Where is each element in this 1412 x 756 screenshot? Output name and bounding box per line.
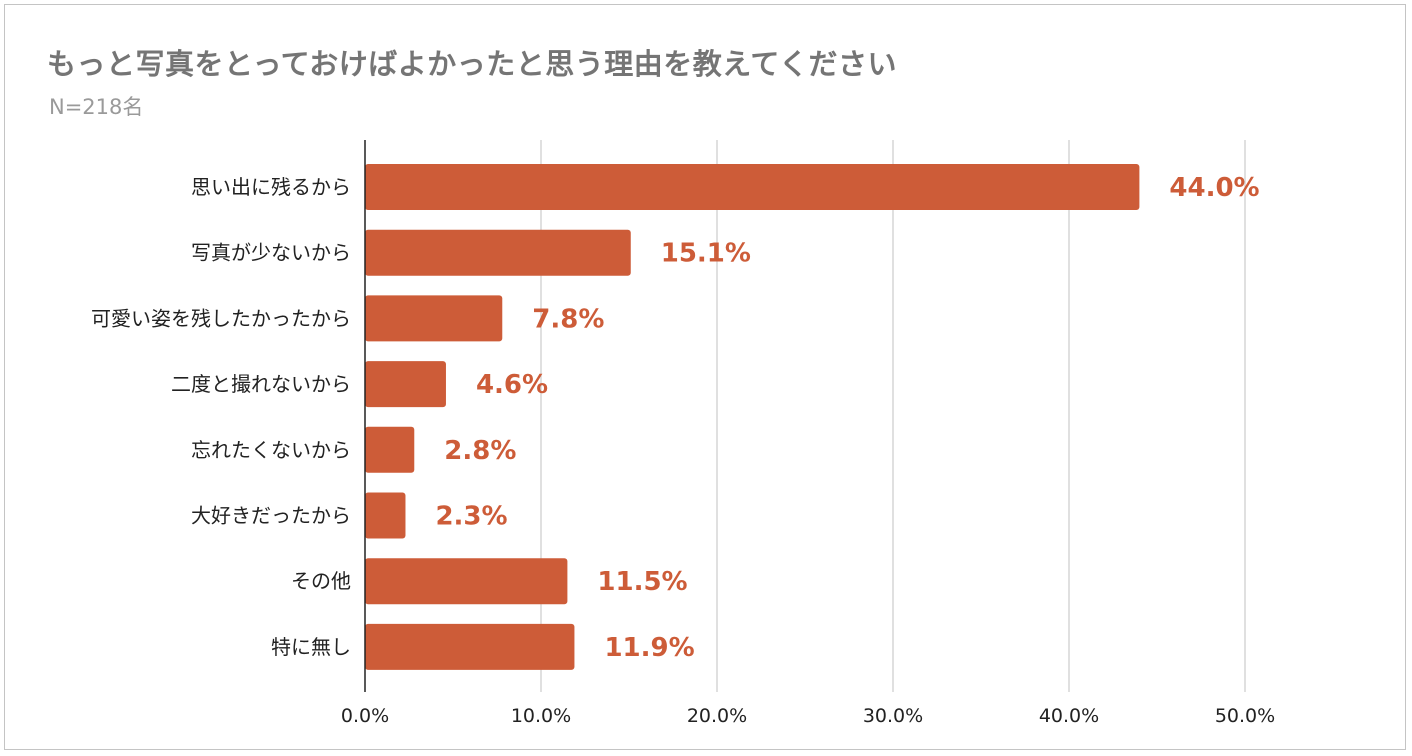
category-label: 可愛い姿を残したかったから (91, 306, 351, 330)
x-tick-label: 50.0% (1215, 705, 1275, 727)
bar (365, 164, 1140, 210)
bar (365, 295, 503, 342)
value-label: 11.9% (604, 633, 694, 663)
gridlines (540, 140, 1246, 692)
x-tick-label: 10.0% (511, 705, 571, 727)
x-tick-label: 0.0% (341, 705, 389, 727)
value-label: 2.3% (435, 502, 507, 532)
category-label: 二度と撮れないから (171, 372, 351, 396)
labels: 0.0% 10.0% 20.0% 30.0% 40.0% 50.0% 思い出に残るから 44.… (91, 140, 1275, 727)
category-label: 特に無し (271, 635, 351, 659)
category-label: 大好きだったから (191, 504, 351, 528)
value-label: 44.0% (1169, 173, 1259, 203)
value-label: 2.8% (444, 436, 516, 466)
x-tick-label: 30.0% (863, 705, 923, 727)
bar (365, 229, 631, 276)
value-label: 4.6% (476, 370, 548, 400)
bar (365, 558, 568, 605)
bar (365, 492, 406, 539)
value-label: 15.1% (661, 239, 751, 269)
category-label: 写真が少ないから (191, 241, 351, 265)
x-tick-label: 40.0% (1039, 705, 1099, 727)
bars (365, 164, 1140, 670)
chart-title: もっと写真をとっておけばよかったと思う理由を教えてください (47, 47, 897, 81)
value-label: 7.8% (532, 304, 604, 334)
chart-frame: もっと写真をとっておけばよかったと思う理由を教えてください N=218名 (4, 4, 1406, 750)
category-label: 忘れたくないから (191, 438, 351, 462)
bar (365, 361, 446, 408)
x-tick-label: 20.0% (687, 705, 747, 727)
bar (365, 426, 415, 473)
category-label: その他 (291, 569, 351, 593)
chart-subtitle: N=218名 (49, 95, 144, 119)
value-label: 11.5% (597, 567, 687, 597)
category-label: 思い出に残るから (191, 175, 351, 199)
bar (365, 623, 575, 670)
